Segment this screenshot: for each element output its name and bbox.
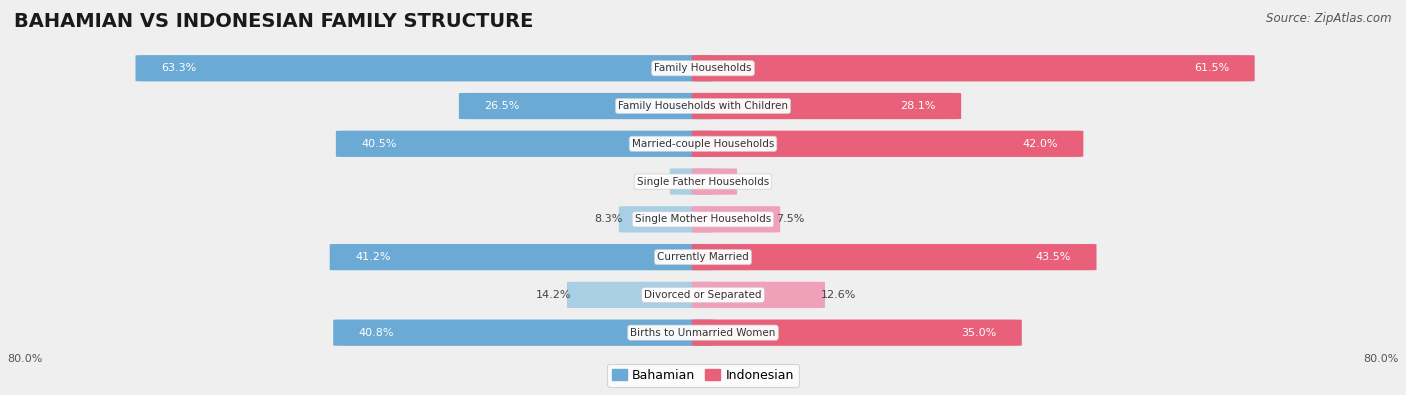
Text: Family Households with Children: Family Households with Children [619, 101, 787, 111]
FancyBboxPatch shape [135, 55, 714, 81]
FancyBboxPatch shape [692, 244, 1097, 270]
Text: 2.5%: 2.5% [645, 177, 673, 186]
Text: Single Father Households: Single Father Households [637, 177, 769, 186]
Text: 2.6%: 2.6% [733, 177, 761, 186]
FancyBboxPatch shape [619, 206, 714, 233]
Text: 43.5%: 43.5% [1036, 252, 1071, 262]
Text: 42.0%: 42.0% [1022, 139, 1057, 149]
Text: 12.6%: 12.6% [821, 290, 856, 300]
Text: 28.1%: 28.1% [900, 101, 936, 111]
Text: Family Households: Family Households [654, 63, 752, 73]
Legend: Bahamian, Indonesian: Bahamian, Indonesian [607, 364, 799, 387]
Text: BAHAMIAN VS INDONESIAN FAMILY STRUCTURE: BAHAMIAN VS INDONESIAN FAMILY STRUCTURE [14, 12, 533, 31]
Text: Married-couple Households: Married-couple Households [631, 139, 775, 149]
Text: Currently Married: Currently Married [657, 252, 749, 262]
Text: 26.5%: 26.5% [484, 101, 520, 111]
FancyBboxPatch shape [692, 93, 962, 119]
FancyBboxPatch shape [692, 320, 1022, 346]
Text: 61.5%: 61.5% [1194, 63, 1229, 73]
Text: 80.0%: 80.0% [7, 354, 42, 363]
FancyBboxPatch shape [692, 206, 780, 233]
Text: 41.2%: 41.2% [354, 252, 391, 262]
Text: Divorced or Separated: Divorced or Separated [644, 290, 762, 300]
Text: 7.5%: 7.5% [776, 214, 804, 224]
FancyBboxPatch shape [692, 282, 825, 308]
Text: 63.3%: 63.3% [160, 63, 195, 73]
FancyBboxPatch shape [692, 55, 1254, 81]
Text: Single Mother Households: Single Mother Households [636, 214, 770, 224]
FancyBboxPatch shape [336, 131, 714, 157]
Text: Births to Unmarried Women: Births to Unmarried Women [630, 328, 776, 338]
FancyBboxPatch shape [458, 93, 714, 119]
Text: 40.8%: 40.8% [359, 328, 394, 338]
FancyBboxPatch shape [669, 168, 714, 195]
FancyBboxPatch shape [692, 131, 1083, 157]
Text: 40.5%: 40.5% [361, 139, 396, 149]
Text: Source: ZipAtlas.com: Source: ZipAtlas.com [1267, 12, 1392, 25]
FancyBboxPatch shape [692, 168, 737, 195]
Text: 8.3%: 8.3% [595, 214, 623, 224]
FancyBboxPatch shape [567, 282, 714, 308]
FancyBboxPatch shape [333, 320, 714, 346]
Text: 80.0%: 80.0% [1364, 354, 1399, 363]
Text: 35.0%: 35.0% [962, 328, 997, 338]
FancyBboxPatch shape [329, 244, 714, 270]
Text: 14.2%: 14.2% [536, 290, 571, 300]
